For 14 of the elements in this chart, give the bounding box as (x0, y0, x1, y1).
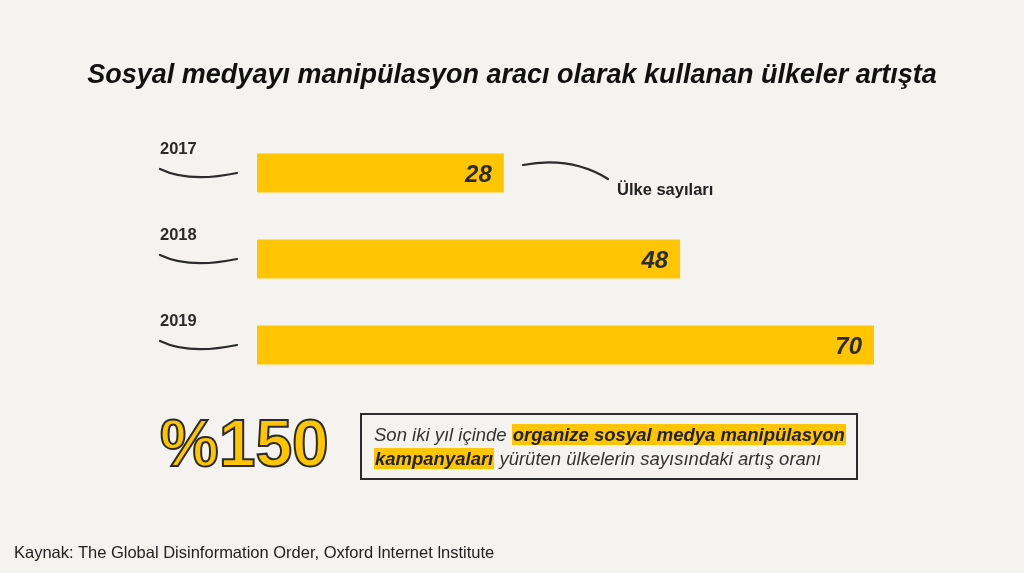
data-label: 48 (640, 245, 669, 273)
data-label: 70 (835, 331, 863, 359)
chart-title: Sosyal medyayı manipülasyon aracı olarak kullanan ülkeler artışta (87, 58, 937, 89)
y-tick-label: 2018 (160, 224, 197, 243)
text: Son iki yıl içinde (374, 424, 507, 445)
y-tick-label: 2019 (160, 310, 197, 329)
text: yürüten ülkelerin sayısındaki artış oranı (499, 448, 822, 469)
annotation: Ülke sayıları (617, 180, 714, 199)
text: organize sosyal medya manipülasyon (511, 424, 846, 445)
text: Kaynak: The Global Disinformation Order, Oxford lnternet lnstitute (14, 543, 495, 562)
data-label: 28 (464, 159, 493, 187)
text: %150 (160, 406, 329, 480)
y-tick-label: 2017 (160, 138, 197, 157)
text: kampanyaları (374, 448, 495, 469)
